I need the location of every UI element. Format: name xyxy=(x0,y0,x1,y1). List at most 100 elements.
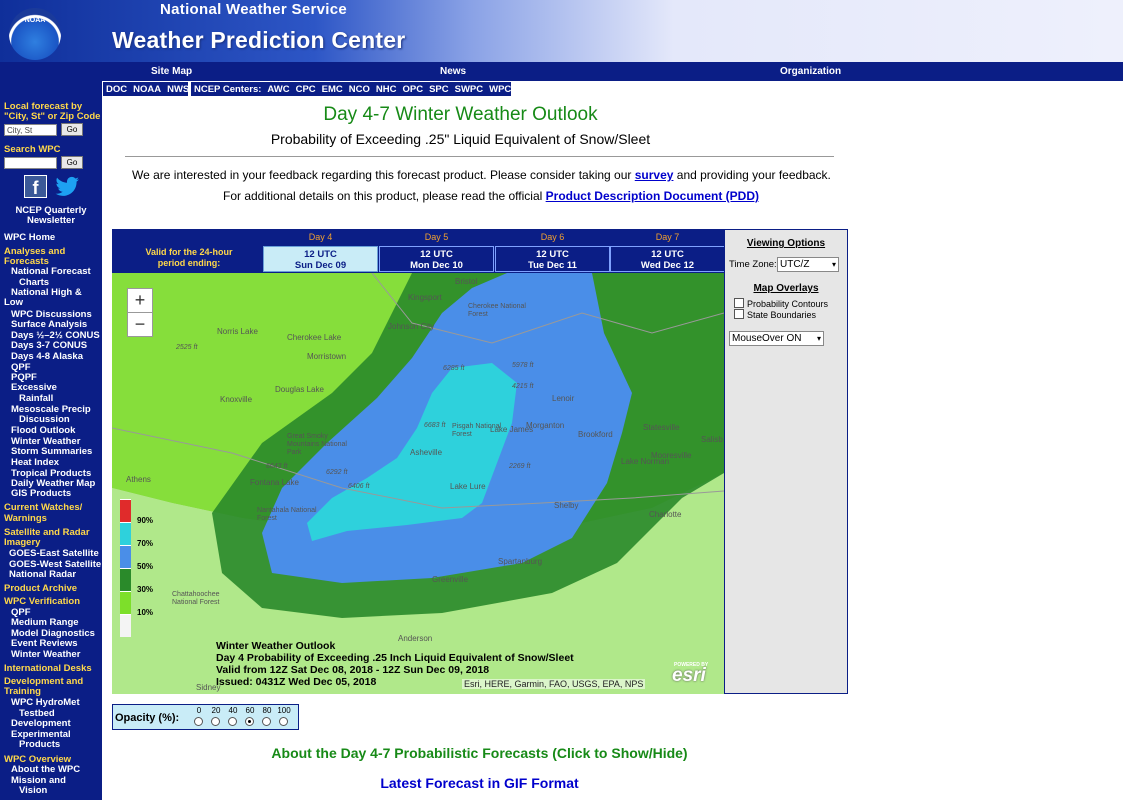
mouseover-select[interactable]: MouseOver ON ▾ xyxy=(729,331,824,346)
sidebar-nav-item[interactable]: Storm Summaries xyxy=(11,446,93,457)
sidebar-nav-item[interactable]: Low xyxy=(4,297,23,308)
day-tab-7[interactable]: Day 7 12 UTC Wed Dec 12 xyxy=(610,229,725,273)
sidebar-nav-item[interactable]: GIS Products xyxy=(11,488,72,499)
link-spc[interactable]: SPC xyxy=(429,84,449,95)
sidebar-nav-item[interactable]: Warnings xyxy=(4,513,47,524)
sidebar-nav-item[interactable]: Mission and xyxy=(11,775,66,786)
opacity-radio-40[interactable] xyxy=(228,717,237,726)
sidebar-nav-item[interactable]: Medium Range xyxy=(11,617,79,628)
opacity-radio-20[interactable] xyxy=(211,717,220,726)
sidebar-nav-item[interactable]: Charts xyxy=(19,277,50,288)
about-forecast-toggle[interactable]: About the Day 4-7 Probabilistic Forecast… xyxy=(271,745,688,761)
sidebar-nav-item[interactable]: Development xyxy=(11,718,71,729)
sidebar-nav-item[interactable]: PQPF xyxy=(11,372,37,383)
link-wpc[interactable]: WPC xyxy=(489,84,512,95)
day-tab-6[interactable]: Day 6 12 UTC Tue Dec 11 xyxy=(495,229,610,273)
local-forecast-input[interactable]: City, St xyxy=(4,124,57,136)
day-tab-time[interactable]: 12 UTC Wed Dec 12 xyxy=(610,246,725,272)
link-cpc[interactable]: CPC xyxy=(295,84,316,95)
day-tab-time[interactable]: 12 UTC Mon Dec 10 xyxy=(379,246,494,272)
survey-link[interactable]: survey xyxy=(634,168,674,182)
sidebar-nav-item[interactable]: WPC Verification xyxy=(4,596,81,607)
sidebar-nav-item[interactable]: WPC Overview xyxy=(4,754,72,765)
facebook-icon[interactable]: f xyxy=(24,175,47,198)
opacity-radio-0[interactable] xyxy=(194,717,203,726)
newsletter-link-2[interactable]: Newsletter xyxy=(26,215,76,226)
overlay-state-boundaries[interactable]: State Boundaries xyxy=(734,309,816,320)
day-tab-4[interactable]: Day 4 12 UTC Sun Dec 09 xyxy=(263,229,378,273)
map-attribution[interactable]: Esri, HERE, Garmin, FAO, USGS, EPA, NPS xyxy=(462,679,646,689)
newsletter-link[interactable]: NCEP Quarterly xyxy=(15,205,87,216)
nav-site-map[interactable]: Site Map xyxy=(151,66,193,77)
sidebar-nav-item[interactable]: Training xyxy=(4,686,41,697)
local-forecast-go-button[interactable]: Go xyxy=(61,123,83,136)
sidebar-nav-item[interactable]: Model Diagnostics xyxy=(11,628,95,639)
sidebar-nav-item[interactable]: Heat Index xyxy=(11,457,60,468)
sidebar-nav-item[interactable]: Mesoscale Precip xyxy=(11,404,91,415)
sidebar-nav-item[interactable]: WPC Home xyxy=(4,232,56,243)
sidebar-nav-item[interactable]: GOES-East Satellite xyxy=(9,548,99,559)
sidebar-nav-item[interactable]: Discussion xyxy=(19,414,70,425)
outlook-map[interactable]: + − Bristol Kingsport Cherokee National Fo… xyxy=(112,273,724,694)
sidebar-nav-item[interactable]: Event Reviews xyxy=(11,638,78,649)
sidebar-nav-item[interactable]: Analyses and xyxy=(4,246,66,257)
sidebar-nav-item[interactable]: National Forecast xyxy=(11,266,91,277)
sidebar-nav-item[interactable]: QPF xyxy=(11,362,31,373)
sidebar-nav-item[interactable]: Satellite and Radar xyxy=(4,527,90,538)
sidebar-nav-item[interactable]: Forecasts xyxy=(4,256,49,267)
nav-news[interactable]: News xyxy=(440,66,467,77)
agency-title[interactable]: National Weather Service xyxy=(160,1,347,18)
sidebar-nav-item[interactable]: Current Watches/ xyxy=(4,502,83,513)
link-nhc[interactable]: NHC xyxy=(375,84,397,95)
sidebar-nav-item[interactable]: Flood Outlook xyxy=(11,425,76,436)
sidebar-nav-item[interactable]: About the WPC xyxy=(11,764,81,775)
sidebar-nav-item[interactable]: Winter Weather xyxy=(11,436,81,447)
sidebar-nav-item[interactable]: WPC Discussions xyxy=(11,309,92,320)
sidebar-nav-item[interactable]: Development and xyxy=(4,676,84,687)
nav-organization[interactable]: Organization xyxy=(780,66,842,77)
search-go-button[interactable]: Go xyxy=(61,156,83,169)
sidebar-nav-item[interactable]: International Desks xyxy=(4,663,92,674)
zoom-in-button[interactable]: + xyxy=(127,288,153,313)
sidebar-nav-item[interactable]: Testbed xyxy=(19,708,55,719)
sidebar-nav-item[interactable]: Vision xyxy=(19,785,48,796)
opacity-radio-60[interactable] xyxy=(245,717,254,726)
day-tab-time[interactable]: 12 UTC Sun Dec 09 xyxy=(263,246,378,272)
link-awc[interactable]: AWC xyxy=(267,84,290,95)
link-nws[interactable]: NWS xyxy=(167,84,190,95)
day-tab-time[interactable]: 12 UTC Tue Dec 11 xyxy=(495,246,610,272)
sidebar-nav-item[interactable]: Winter Weather xyxy=(11,649,81,660)
link-emc[interactable]: EMC xyxy=(321,84,343,95)
opacity-radio-100[interactable] xyxy=(279,717,288,726)
overlay-probability-contours[interactable]: Probability Contours xyxy=(734,298,828,309)
sidebar-nav-item[interactable]: Days 4-8 Alaska xyxy=(11,351,84,362)
opacity-radio-80[interactable] xyxy=(262,717,271,726)
day-tab-5[interactable]: Day 5 12 UTC Mon Dec 10 xyxy=(379,229,494,273)
pdd-link[interactable]: Product Description Document (PDD) xyxy=(545,189,759,203)
sidebar-nav-item[interactable]: National High & xyxy=(11,287,82,298)
center-title[interactable]: Weather Prediction Center xyxy=(112,27,406,53)
sidebar-nav-item[interactable]: GOES-West Satellite xyxy=(9,559,102,570)
link-opc[interactable]: OPC xyxy=(402,84,424,95)
sidebar-nav-item[interactable]: Excessive xyxy=(11,382,57,393)
twitter-icon[interactable] xyxy=(55,176,80,198)
search-input[interactable] xyxy=(4,157,57,169)
noaa-logo[interactable]: NOAA xyxy=(9,8,61,60)
link-noaa[interactable]: NOAA xyxy=(133,84,162,95)
link-doc[interactable]: DOC xyxy=(106,84,128,95)
sidebar-nav-item[interactable]: Days 3-7 CONUS xyxy=(11,340,88,351)
checkbox-icon[interactable] xyxy=(734,298,744,308)
sidebar-nav-item[interactable]: Product Archive xyxy=(4,583,78,594)
sidebar-nav-item[interactable]: Surface Analysis xyxy=(11,319,88,330)
link-nco[interactable]: NCO xyxy=(348,84,370,95)
checkbox-icon[interactable] xyxy=(734,309,744,319)
sidebar-nav-item[interactable]: Tropical Products xyxy=(11,468,92,479)
sidebar-nav-item[interactable]: WPC HydroMet xyxy=(11,697,80,708)
link-swpc[interactable]: SWPC xyxy=(454,84,484,95)
zoom-out-button[interactable]: − xyxy=(127,312,153,337)
sidebar-nav-item[interactable]: Days ½–2½ CONUS xyxy=(11,330,100,341)
sidebar-nav-item[interactable]: Experimental xyxy=(11,729,71,740)
sidebar-nav-item[interactable]: Products xyxy=(19,739,61,750)
sidebar-nav-item[interactable]: Daily Weather Map xyxy=(11,478,96,489)
sidebar-nav-item[interactable]: National Radar xyxy=(9,569,77,580)
